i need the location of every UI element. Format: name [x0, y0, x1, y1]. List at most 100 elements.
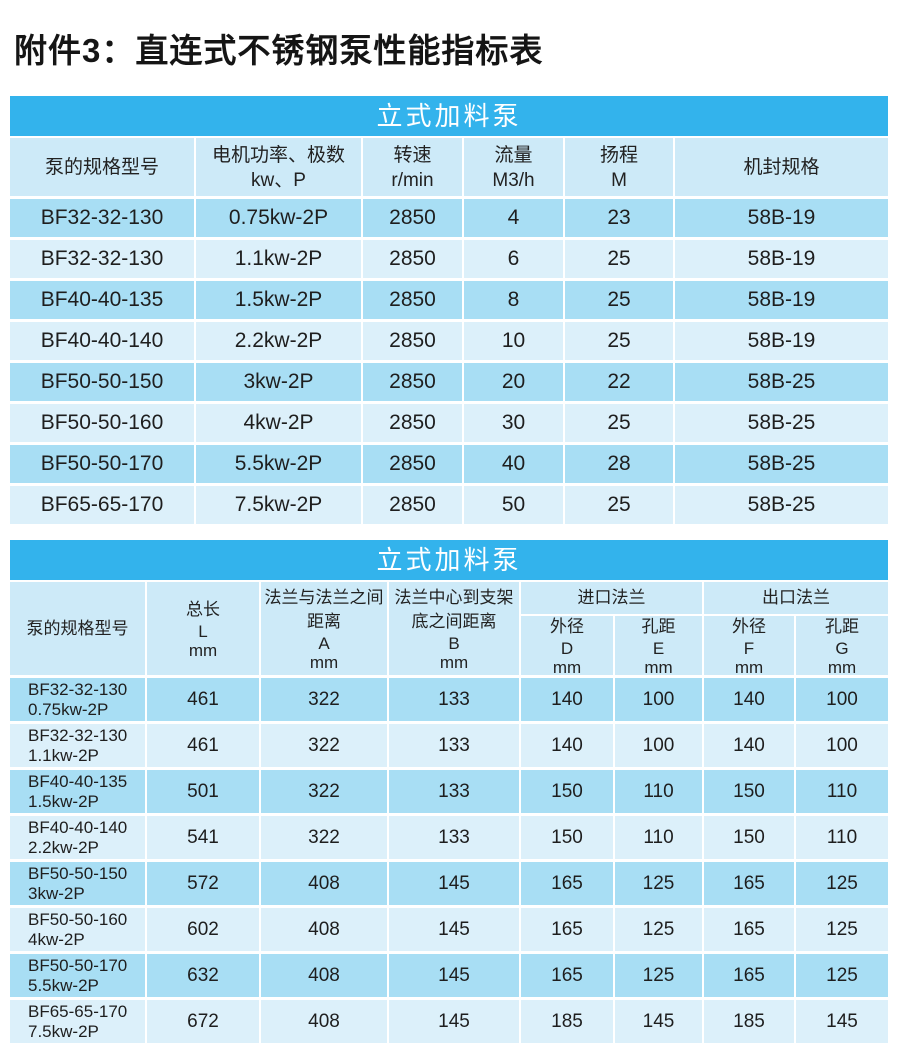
table-cell: 133 [389, 724, 519, 767]
table-cell: 2.2kw-2P [196, 322, 361, 360]
column-header-model: 泵的规格型号 [10, 582, 145, 675]
model-power: 7.5kw-2P [28, 1021, 99, 1041]
table2-banner: 立式加料泵 [10, 540, 888, 580]
table2-header: 泵的规格型号 总长 L mm 法兰与法兰之间 距离 A mm 法兰中心到支架 底… [10, 582, 888, 677]
table-row: BF50-50-170 5.5kw-2P 2850 40 28 58B-25 [10, 445, 888, 483]
header-line: F [743, 638, 755, 658]
table-cell: 185 [521, 1000, 613, 1043]
table-cell: 2850 [363, 486, 462, 524]
table-cell: 145 [796, 1000, 888, 1043]
column-header-hole-pitch-e: 孔距 E mm [615, 616, 702, 677]
table-cell: 165 [704, 908, 794, 951]
table-cell: 145 [389, 1000, 519, 1043]
table-cell: 2850 [363, 445, 462, 483]
table-cell: 28 [565, 445, 673, 483]
table-cell: 2850 [363, 240, 462, 278]
table-cell: 110 [796, 816, 888, 859]
table1-header-row: 泵的规格型号 电机功率、极数 kw、P 转速 r/min 流量 M3/h 扬程 M 机封… [10, 138, 888, 196]
table-cell: 322 [261, 770, 387, 813]
header-line: 法兰中心到支架 [394, 587, 514, 607]
table-cell: 165 [521, 954, 613, 997]
table-cell: 1.5kw-2P [196, 281, 361, 319]
table-cell: 2850 [363, 281, 462, 319]
header-line: 出口法兰 [762, 588, 830, 607]
table-cell: 25 [565, 486, 673, 524]
table-cell: 58B-19 [675, 240, 888, 278]
table-cell: BF50-50-160 [10, 404, 194, 442]
table-cell: 25 [565, 322, 673, 360]
table1-banner: 立式加料泵 [10, 96, 888, 136]
table-row: BF40-40-140 2.2kw-2P 2850 10 25 58B-19 [10, 322, 888, 360]
table-cell: 110 [615, 816, 702, 859]
header-line: mm [439, 652, 469, 672]
table-cell: 461 [147, 724, 259, 767]
header-line: mm [644, 657, 673, 677]
table-row: BF50-50-160 4kw-2P 2850 30 25 58B-25 [10, 404, 888, 442]
table-cell: 50 [464, 486, 563, 524]
table-row: BF40-40-140 2.2kw-2P 541 322 133 150 110 150 11… [10, 816, 888, 859]
column-header-head: 扬程 M [565, 138, 673, 196]
table-cell: 408 [261, 1000, 387, 1043]
table-cell: BF40-40-140 [10, 322, 194, 360]
table-cell: 140 [521, 678, 613, 721]
table-cell: 3kw-2P [196, 363, 361, 401]
table-cell: 150 [521, 816, 613, 859]
table-cell: 125 [615, 954, 702, 997]
column-header-center-to-bracket: 法兰中心到支架 底之间距离 B mm [389, 582, 519, 675]
model-power: 1.5kw-2P [28, 791, 99, 811]
table-row: BF40-40-135 1.5kw-2P 2850 8 25 58B-19 [10, 281, 888, 319]
header-line: 总长 [186, 599, 220, 619]
table-cell: 165 [521, 908, 613, 951]
table-cell: 2850 [363, 363, 462, 401]
table-cell: 58B-25 [675, 363, 888, 401]
model-power: 0.75kw-2P [28, 699, 109, 719]
model-power: 4kw-2P [28, 929, 85, 949]
table-cell: BF32-32-130 [10, 240, 194, 278]
table-cell: 100 [615, 678, 702, 721]
header-line: M3/h [492, 169, 535, 191]
table-cell: 23 [565, 199, 673, 237]
table-cell: 0.75kw-2P [196, 199, 361, 237]
header-line: 流量 [494, 144, 533, 166]
table-cell: 58B-25 [675, 486, 888, 524]
table-cell: 7.5kw-2P [196, 486, 361, 524]
table-cell: 145 [615, 1000, 702, 1043]
table-cell: BF50-50-170 [10, 445, 194, 483]
model-cell: BF50-50-160 4kw-2P [10, 908, 145, 951]
table-cell: 40 [464, 445, 563, 483]
header-line: 孔距 [641, 616, 676, 636]
table-cell: 1.1kw-2P [196, 240, 361, 278]
table-cell: 165 [704, 954, 794, 997]
table-cell: 541 [147, 816, 259, 859]
table-cell: 25 [565, 281, 673, 319]
table-cell: BF50-50-150 [10, 363, 194, 401]
table-cell: BF32-32-130 [10, 199, 194, 237]
table-cell: 672 [147, 1000, 259, 1043]
header-line: 转速 [393, 144, 432, 166]
table-cell: 140 [704, 724, 794, 767]
header-line: 孔距 [825, 616, 859, 636]
table-row: BF50-50-170 5.5kw-2P 632 408 145 165 125 165 12… [10, 954, 888, 997]
table-cell: 322 [261, 678, 387, 721]
table-cell: 125 [796, 954, 888, 997]
table-cell: 140 [521, 724, 613, 767]
table-cell: 408 [261, 862, 387, 905]
table-cell: 133 [389, 678, 519, 721]
table-cell: 110 [615, 770, 702, 813]
model-cell: BF32-32-130 1.1kw-2P [10, 724, 145, 767]
header-line: mm [309, 652, 339, 672]
model-power: 3kw-2P [28, 883, 85, 903]
table-cell: 25 [565, 240, 673, 278]
header-line: mm [188, 640, 218, 660]
table-cell: 125 [615, 908, 702, 951]
model-power: 5.5kw-2P [28, 975, 99, 995]
column-header-speed: 转速 r/min [363, 138, 462, 196]
table-cell: 2850 [363, 404, 462, 442]
table-row: BF32-32-130 0.75kw-2P 2850 4 23 58B-19 [10, 199, 888, 237]
model-cell: BF40-40-135 1.5kw-2P [10, 770, 145, 813]
header-line: 电机功率、极数 [211, 144, 345, 166]
model-number: BF50-50-170 [28, 955, 128, 975]
table-cell: 125 [796, 862, 888, 905]
header-line: M [611, 169, 627, 191]
table-cell: 58B-25 [675, 404, 888, 442]
